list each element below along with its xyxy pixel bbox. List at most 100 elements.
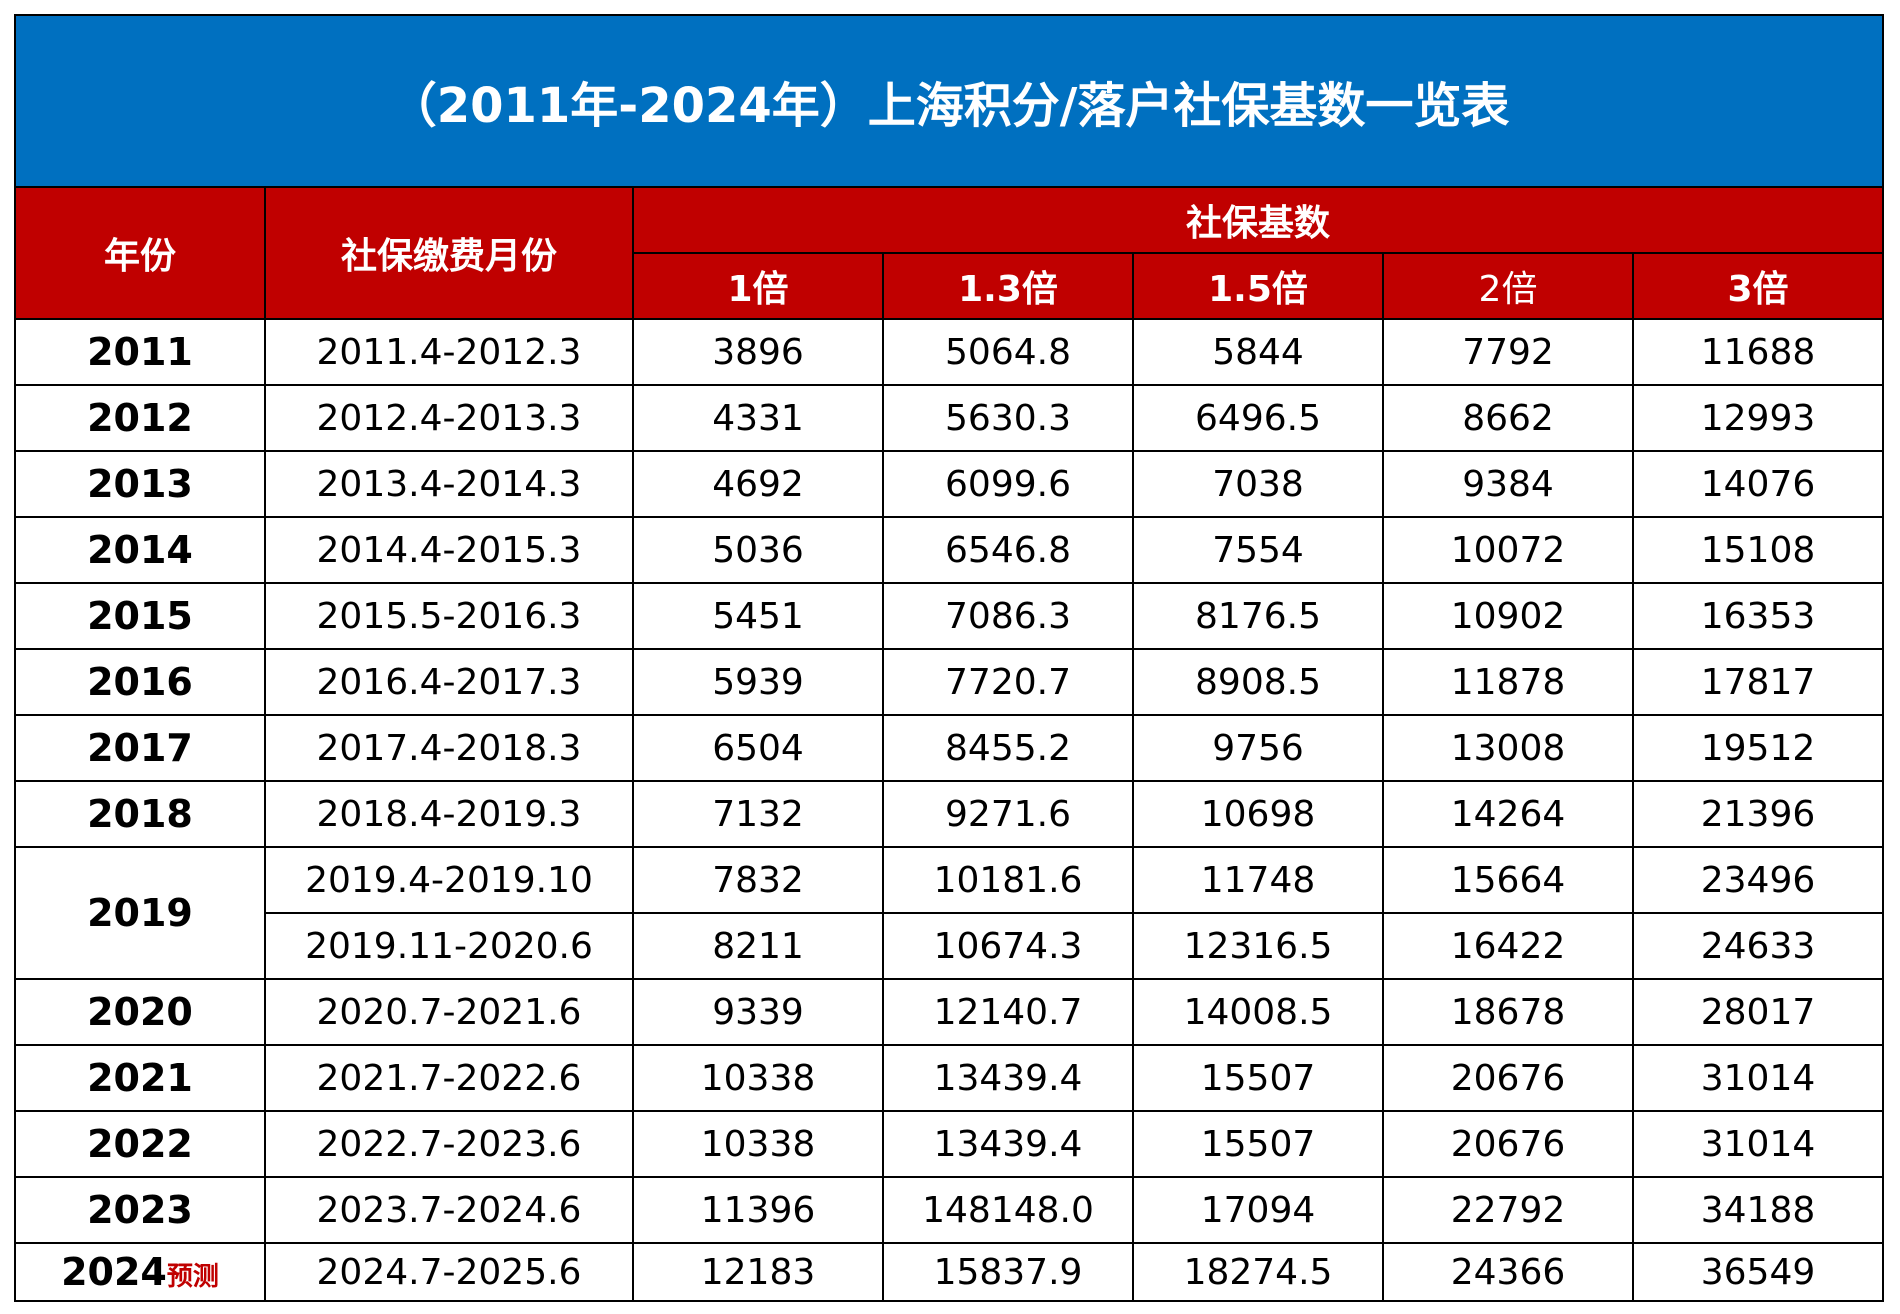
base-value-cell: 6099.6 [882, 450, 1134, 518]
base-value-cell: 34188 [1631, 1176, 1885, 1244]
base-value-cell: 5844 [1132, 318, 1384, 386]
base-value-cell: 20676 [1382, 1044, 1634, 1112]
base-value-cell: 18274.5 [1132, 1242, 1384, 1302]
base-value-cell: 5451 [632, 582, 884, 650]
year-cell: 2023 [14, 1176, 266, 1244]
months-cell: 2020.7-2021.6 [264, 978, 634, 1046]
year-label: 2018 [87, 792, 193, 836]
base-value-cell: 5064.8 [882, 318, 1134, 386]
base-value-cell: 16422 [1382, 912, 1634, 980]
year-label: 2021 [87, 1056, 193, 1100]
table-row: 2018 2018.4-2019.3 7132 9271.6 10698 14264 213… [14, 780, 1885, 848]
base-value-cell: 9756 [1132, 714, 1384, 782]
year-cell: 2017 [14, 714, 266, 782]
base-value-cell: 11688 [1631, 318, 1885, 386]
base-value-cell: 7132 [632, 780, 884, 848]
year-label: 2015 [87, 594, 193, 638]
year-cell: 2014 [14, 516, 266, 584]
table-row: 2011 2011.4-2012.3 3896 5064.8 5844 7792 11688 [14, 318, 1885, 386]
base-value-cell: 14076 [1631, 450, 1885, 518]
base-value-cell: 15664 [1382, 846, 1634, 914]
months-cell: 2014.4-2015.3 [264, 516, 634, 584]
base-value-cell: 3896 [632, 318, 884, 386]
base-value-cell: 10698 [1132, 780, 1384, 848]
base-value-cell: 11748 [1132, 846, 1384, 914]
base-value-cell: 36549 [1631, 1242, 1885, 1302]
base-value-cell: 28017 [1631, 978, 1885, 1046]
year-cell: 2019 [14, 846, 266, 980]
base-value-cell: 18678 [1382, 978, 1634, 1046]
base-value-cell: 15507 [1132, 1044, 1384, 1112]
base-value-cell: 13439.4 [882, 1110, 1134, 1178]
base-value-cell: 4692 [632, 450, 884, 518]
header-multiplier-1-5x: 1.5倍 [1132, 252, 1384, 320]
table-row: 2017 2017.4-2018.3 6504 8455.2 9756 13008 1951… [14, 714, 1885, 782]
base-value-cell: 5630.3 [882, 384, 1134, 452]
base-value-cell: 6546.8 [882, 516, 1134, 584]
year-cell: 2012 [14, 384, 266, 452]
year-label: 2017 [87, 726, 193, 770]
base-value-cell: 15108 [1631, 516, 1885, 584]
base-value-cell: 8211 [632, 912, 884, 980]
base-value-cell: 7038 [1132, 450, 1384, 518]
year-label: 2014 [87, 528, 193, 572]
base-value-cell: 31014 [1631, 1044, 1885, 1112]
header-multiplier-1-3x: 1.3倍 [882, 252, 1134, 320]
base-value-cell: 148148.0 [882, 1176, 1134, 1244]
base-value-cell: 10902 [1382, 582, 1634, 650]
base-value-cell: 16353 [1631, 582, 1885, 650]
year-cell: 2024预测 [14, 1242, 266, 1302]
base-value-cell: 7792 [1382, 318, 1634, 386]
base-value-cell: 9271.6 [882, 780, 1134, 848]
months-cell: 2019.4-2019.10 [264, 846, 634, 914]
year-label: 2011 [87, 330, 193, 374]
months-cell: 2023.7-2024.6 [264, 1176, 634, 1244]
months-cell: 2011.4-2012.3 [264, 318, 634, 386]
year-label: 2023 [87, 1188, 193, 1232]
base-value-cell: 14008.5 [1132, 978, 1384, 1046]
base-value-cell: 19512 [1631, 714, 1885, 782]
base-value-cell: 11396 [632, 1176, 884, 1244]
months-cell: 2012.4-2013.3 [264, 384, 634, 452]
year-cell: 2020 [14, 978, 266, 1046]
table-row: 2021 2021.7-2022.6 10338 13439.4 15507 20676 3… [14, 1044, 1885, 1112]
base-value-cell: 31014 [1631, 1110, 1885, 1178]
months-cell: 2021.7-2022.6 [264, 1044, 634, 1112]
base-value-cell: 17094 [1132, 1176, 1384, 1244]
base-value-cell: 10338 [632, 1044, 884, 1112]
base-value-cell: 9384 [1382, 450, 1634, 518]
base-value-cell: 20676 [1382, 1110, 1634, 1178]
year-label: 2013 [87, 462, 193, 506]
months-cell: 2018.4-2019.3 [264, 780, 634, 848]
year-label: 2016 [87, 660, 193, 704]
year-cell: 2011 [14, 318, 266, 386]
base-value-cell: 6496.5 [1132, 384, 1384, 452]
social-insurance-base-table: （2011年-2024年）上海积分/落户社保基数一览表 年份 社保缴费月份 社保… [13, 14, 1885, 1302]
base-value-cell: 12140.7 [882, 978, 1134, 1046]
year-label: 2022 [87, 1122, 193, 1166]
months-cell: 2017.4-2018.3 [264, 714, 634, 782]
base-value-cell: 12183 [632, 1242, 884, 1302]
year-label: 2020 [87, 990, 193, 1034]
base-value-cell: 7720.7 [882, 648, 1134, 716]
base-value-cell: 5939 [632, 648, 884, 716]
base-value-cell: 10181.6 [882, 846, 1134, 914]
year-cell: 2015 [14, 582, 266, 650]
base-value-cell: 13439.4 [882, 1044, 1134, 1112]
table-row: 2012 2012.4-2013.3 4331 5630.3 6496.5 8662 129… [14, 384, 1885, 452]
base-value-cell: 10338 [632, 1110, 884, 1178]
base-value-cell: 15837.9 [882, 1242, 1134, 1302]
base-value-cell: 24366 [1382, 1242, 1634, 1302]
base-value-cell: 21396 [1631, 780, 1885, 848]
year-label: 2012 [87, 396, 193, 440]
header-multiplier-3x: 3倍 [1631, 252, 1885, 320]
header-multiplier-2x: 2倍 [1382, 252, 1634, 320]
table-row: 2020 2020.7-2021.6 9339 12140.7 14008.5 18678… [14, 978, 1885, 1046]
months-cell: 2015.5-2016.3 [264, 582, 634, 650]
year-cell: 2018 [14, 780, 266, 848]
forecast-note: 预测 [166, 1262, 219, 1292]
table-row: 2016 2016.4-2017.3 5939 7720.7 8908.5 11878 17… [14, 648, 1885, 716]
base-value-cell: 13008 [1382, 714, 1634, 782]
months-cell: 2019.11-2020.6 [264, 912, 634, 980]
table-row: 2022 2022.7-2023.6 10338 13439.4 15507 20676 3… [14, 1110, 1885, 1178]
